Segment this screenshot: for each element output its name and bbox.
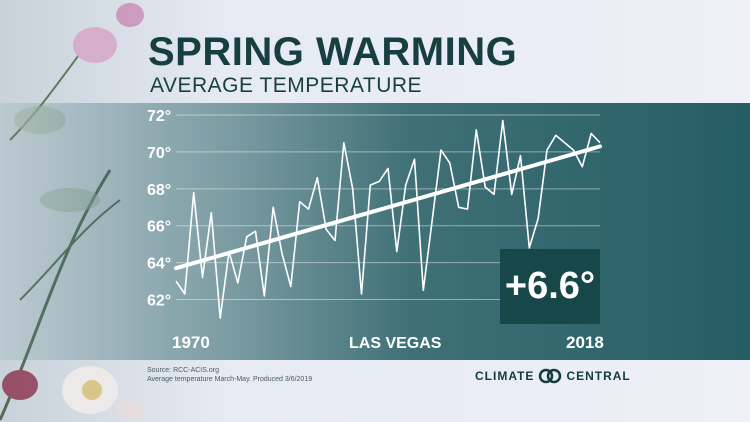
method-note: Average temperature March-May. Produced … xyxy=(147,376,313,383)
climate-central-logo: CLIMATE CENTRAL xyxy=(475,368,631,384)
trend-line xyxy=(174,144,602,271)
x-end-label: 2018 xyxy=(566,333,604,352)
y-tick-label: 70° xyxy=(147,145,171,162)
chart-footer: Source: RCC-ACIS.org Average temperature… xyxy=(147,366,312,384)
temperature-change-badge: +6.6° xyxy=(500,249,600,324)
y-tick-label: 62° xyxy=(147,293,171,310)
chart-band xyxy=(0,103,750,360)
y-tick-label: 72° xyxy=(147,108,171,125)
source-note: Source: RCC-ACIS.org xyxy=(147,367,219,374)
chart-title: Spring Warming xyxy=(148,30,518,74)
series-line xyxy=(175,119,601,319)
chart-subtitle: Average Temperature xyxy=(150,74,423,97)
logo-mark-icon xyxy=(539,368,562,384)
logo-text-right: CENTRAL xyxy=(566,369,631,383)
y-tick-label: 66° xyxy=(147,219,171,236)
location-label: LAS VEGAS xyxy=(349,335,442,352)
y-tick-label: 64° xyxy=(147,256,171,273)
y-tick-label: 68° xyxy=(147,182,171,199)
logo-text-left: CLIMATE xyxy=(475,369,535,383)
x-start-label: 1970 xyxy=(172,333,210,352)
